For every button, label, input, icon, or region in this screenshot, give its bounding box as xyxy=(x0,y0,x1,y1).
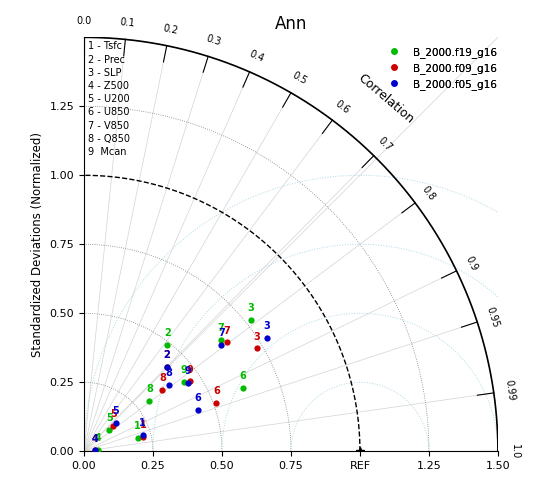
Text: 2: 2 xyxy=(163,349,170,360)
Text: 5: 5 xyxy=(110,409,117,419)
Text: 1: 1 xyxy=(134,421,141,431)
Legend: B_2000.f19_g16, B_2000.f09_g16, B_2000.f05_g16: B_2000.f19_g16, B_2000.f09_g16, B_2000.f… xyxy=(379,43,501,94)
Text: 3: 3 xyxy=(263,321,270,331)
Text: 0.3: 0.3 xyxy=(204,34,222,48)
Title: Ann: Ann xyxy=(275,15,307,33)
Y-axis label: Standardized Deviations (Normalized): Standardized Deviations (Normalized) xyxy=(31,132,44,357)
Text: 0.6: 0.6 xyxy=(333,98,352,116)
Text: 9: 9 xyxy=(180,365,187,375)
Text: 0.1: 0.1 xyxy=(119,17,135,29)
Text: 7: 7 xyxy=(218,323,224,333)
Text: 9: 9 xyxy=(185,366,191,376)
Text: 8: 8 xyxy=(159,373,166,383)
Text: 6: 6 xyxy=(213,386,220,397)
Text: 3: 3 xyxy=(247,303,254,313)
Text: 0.95: 0.95 xyxy=(485,305,501,329)
Text: Correlation: Correlation xyxy=(355,71,416,126)
Text: 1: 1 xyxy=(140,419,146,430)
Text: 0.0: 0.0 xyxy=(76,16,92,26)
Text: 8: 8 xyxy=(146,383,153,394)
Text: 9: 9 xyxy=(186,364,194,375)
Text: 6: 6 xyxy=(195,393,201,403)
Text: 6: 6 xyxy=(240,371,247,382)
Text: 0.99: 0.99 xyxy=(504,379,517,402)
Text: 4: 4 xyxy=(92,434,98,444)
Text: 0.5: 0.5 xyxy=(290,70,309,87)
Text: 8: 8 xyxy=(166,368,172,379)
Text: 1.0: 1.0 xyxy=(509,444,519,459)
Text: 1 - Tsfc
2 - Prec
3 - SLP
4 - Z500
5 - U200
6 - U850
7 - V850
8 - Q850
9  Mcan: 1 - Tsfc 2 - Prec 3 - SLP 4 - Z500 5 - U… xyxy=(88,41,130,157)
Text: 4: 4 xyxy=(94,433,101,443)
Text: 0.7: 0.7 xyxy=(376,135,395,153)
Text: 7: 7 xyxy=(223,326,230,335)
Text: 2: 2 xyxy=(163,349,170,360)
Text: 7: 7 xyxy=(218,328,225,338)
Text: 1: 1 xyxy=(139,418,146,429)
Text: 0.9: 0.9 xyxy=(464,255,479,273)
Text: 0.8: 0.8 xyxy=(420,184,437,202)
Text: 4: 4 xyxy=(92,434,98,444)
Text: 0.4: 0.4 xyxy=(247,49,265,64)
Text: 2: 2 xyxy=(163,328,171,338)
Text: 5: 5 xyxy=(112,406,119,416)
Text: 3: 3 xyxy=(254,331,261,342)
Text: 5: 5 xyxy=(106,413,113,423)
Text: 0.2: 0.2 xyxy=(162,23,179,36)
